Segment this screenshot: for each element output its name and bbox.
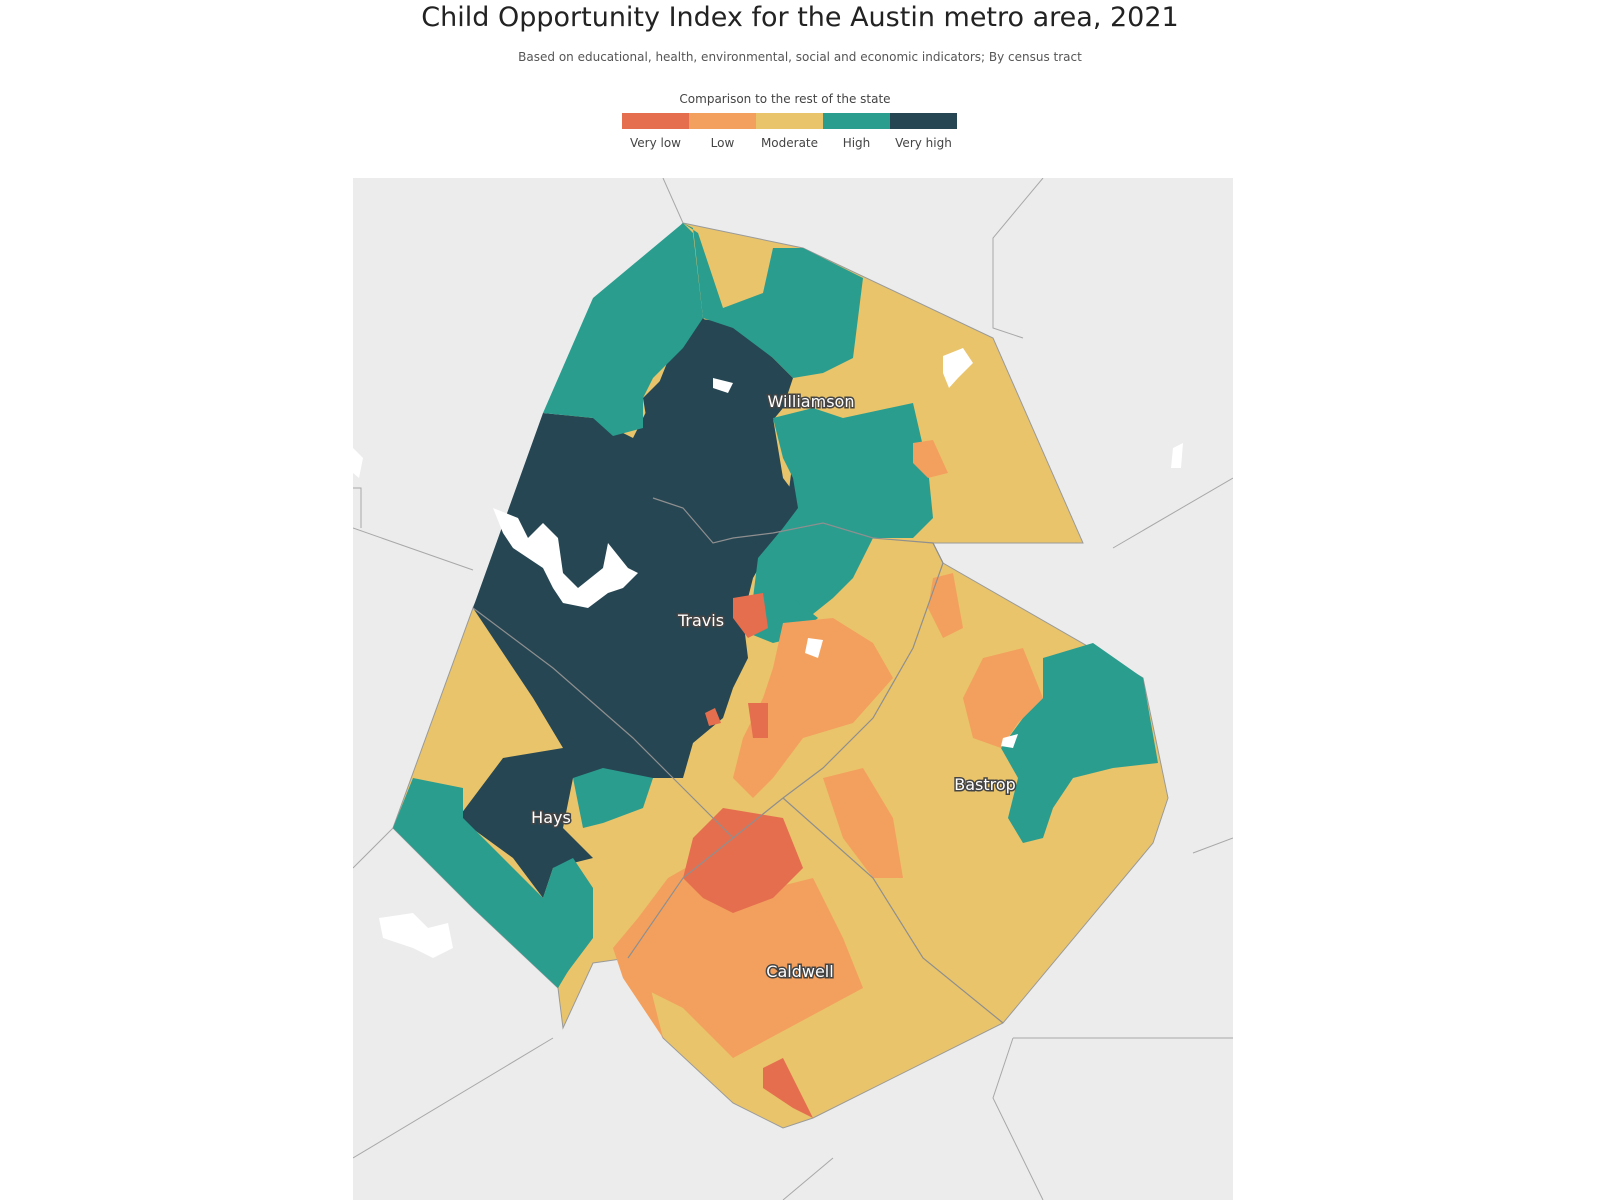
region-very-low-caldwell	[683, 808, 803, 913]
chart-subtitle: Based on educational, health, environmen…	[518, 50, 1082, 64]
region-high-hays-east	[573, 768, 653, 828]
neighbor-county-boundaries	[353, 178, 1233, 1200]
legend-label-very-low: Very low	[630, 136, 681, 150]
region-very-low-hays	[705, 708, 721, 726]
region-low-travis-southeast	[733, 618, 893, 798]
region-low-williamson	[913, 440, 948, 478]
legend-swatch-very-low	[622, 113, 689, 129]
legend-swatch-low	[689, 113, 756, 129]
water-bodies	[493, 348, 1018, 748]
neighbor-water	[353, 443, 1183, 958]
legend-swatch-high	[823, 113, 890, 129]
region-very-low-caldwell-south	[763, 1058, 813, 1118]
region-high-northwest	[543, 223, 703, 436]
county-label-caldwell: Caldwell	[766, 962, 833, 981]
legend-label-moderate: Moderate	[760, 136, 819, 150]
region-low-caldwell-southwest	[613, 918, 663, 1038]
region-low-caldwell	[638, 858, 863, 1058]
legend-label-low: Low	[710, 136, 735, 150]
legend-label-high: High	[842, 136, 871, 150]
region-low-bastrop-south	[823, 768, 903, 878]
region-high-williamson-east	[753, 403, 933, 618]
county-label-bastrop: Bastrop	[954, 775, 1016, 794]
region-high-hays-south	[393, 778, 593, 988]
chart-title: Child Opportunity Index for the Austin m…	[421, 2, 1179, 33]
legend: Comparison to the rest of the state Very…	[622, 92, 962, 150]
region-high-north-williamson	[683, 223, 863, 378]
legend-swatch-moderate	[756, 113, 823, 129]
county-label-williamson: Williamson	[768, 392, 855, 411]
region-high-bastrop	[1001, 643, 1158, 843]
legend-title: Comparison to the rest of the state	[679, 92, 891, 106]
legend-swatch-very-high	[890, 113, 957, 129]
region-low-bastrop-mid	[963, 648, 1043, 748]
county-boundaries	[472, 497, 1004, 1024]
region-very-high-north	[643, 318, 793, 538]
region-low-bastrop-west	[928, 573, 963, 638]
county-label-hays: Hays	[531, 808, 571, 827]
region-very-low-travis-south	[748, 703, 768, 738]
choropleth-map: Williamson Travis Hays Bastrop Caldwell	[353, 178, 1233, 1200]
county-label-travis: Travis	[677, 611, 724, 630]
legend-swatches	[622, 113, 962, 129]
legend-label-very-high: Very high	[895, 136, 952, 150]
region-high-hays-strip	[543, 878, 588, 988]
region-very-low-travis-east	[733, 593, 768, 638]
